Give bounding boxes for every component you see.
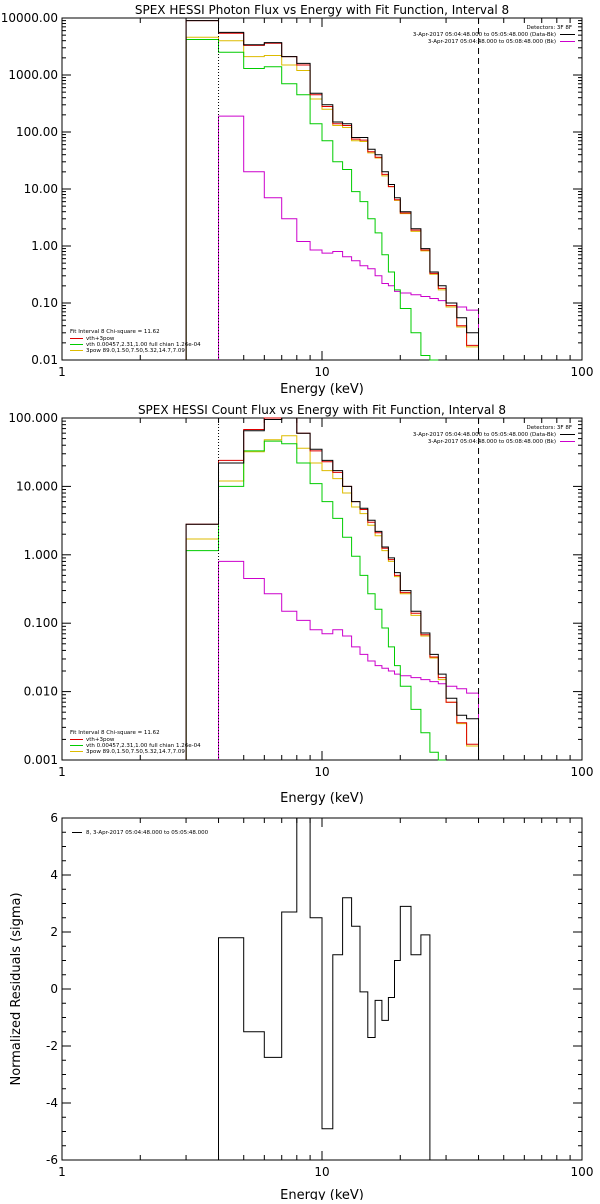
photon-plot-frame [61, 17, 583, 361]
count-legend-fit-interval: Fit Interval 8 Chi-square = 11.62 [70, 730, 160, 736]
photon-x-tick-label: 100 [571, 365, 594, 379]
residuals-y-tick-label: -4 [46, 1096, 58, 1110]
residuals-y-tick-label: -2 [46, 1039, 58, 1053]
residuals-series-group [218, 817, 431, 1160]
residuals-axis-ticks: 1 10 100 -6 -4 -2 0 2 4 6 [46, 811, 593, 1179]
photon-y-tick-label: 0.10 [31, 296, 58, 310]
photon-x-axis-title: Energy (keV) [280, 382, 364, 397]
count-series-3pow [185, 435, 479, 760]
count-legend-3pow: 3pow 89.0,1.50,7.50,5.32,14.7,7.09 [86, 749, 185, 755]
residuals-y-tick-label: 4 [50, 868, 58, 882]
count-series-data-bk [185, 417, 479, 760]
count-x-tick-label: 10 [314, 765, 329, 779]
photon-series-vth [185, 39, 439, 361]
count-axis-ticks: 1 10 100 0.001 0.010 0.100 1.000 10.000 100.000 [8, 411, 593, 779]
photon-legend-vth: vth 0.00457,2.31,1.00 full chian 1.26e-0… [86, 342, 201, 348]
photon-x-tick-label: 1 [58, 365, 66, 379]
photon-flux-panel: SPEX HESSI Photon Flux vs Energy with Fi… [1, 3, 594, 397]
count-series-vth [185, 440, 447, 761]
count-y-tick-label: 100.000 [8, 411, 58, 425]
residuals-y-tick-label: 0 [50, 982, 58, 996]
count-x-tick-label: 100 [571, 765, 594, 779]
count-legend-vth: vth 0.00457,2.31,1.00 full chian 1.26e-0… [86, 743, 201, 749]
residuals-x-tick-label: 10 [314, 1165, 329, 1179]
count-y-tick-label: 1.000 [24, 548, 58, 562]
photon-y-tick-label: 100.00 [16, 125, 58, 139]
count-y-tick-label: 0.100 [24, 616, 58, 630]
photon-series-data-bk [185, 20, 479, 360]
photon-y-tick-label: 1000.00 [8, 68, 58, 82]
residuals-legend-label: 8, 3-Apr-2017 05:04:48.000 to 05:05:48.0… [86, 830, 209, 836]
photon-legend-detectors: Detectors: 3F 8F [526, 25, 572, 31]
residuals-y-tick-label: 2 [50, 925, 58, 939]
photon-legend-bk: 3-Apr-2017 05:04:48.000 to 05:08:48.000 … [428, 39, 556, 45]
count-legend-data-bk: 3-Apr-2017 05:04:48.000 to 05:05:48.000 … [413, 432, 556, 438]
photon-legend-data-bk: 3-Apr-2017 05:04:48.000 to 05:05:48.000 … [413, 32, 556, 38]
photon-y-tick-label: 10000.00 [1, 11, 58, 25]
count-y-tick-label: 0.010 [24, 685, 58, 699]
count-y-tick-label: 10.000 [16, 479, 58, 493]
count-flux-panel: SPEX HESSI Count Flux vs Energy with Fit… [8, 403, 593, 806]
photon-axis-ticks: 1 10 100 0.01 0.10 1.00 10.00 100.00 1000.00 1000… [1, 11, 594, 379]
count-series-bk [218, 560, 479, 760]
count-x-axis-title: Energy (keV) [280, 791, 364, 806]
photon-y-tick-label: 0.01 [31, 353, 58, 367]
photon-series-3pow [185, 36, 479, 360]
count-chart-title: SPEX HESSI Count Flux vs Energy with Fit… [138, 403, 506, 417]
photon-x-tick-label: 10 [314, 365, 329, 379]
residuals-x-axis-title: Energy (keV) [280, 1188, 364, 1200]
residuals-y-tick-label: -6 [46, 1153, 58, 1167]
residuals-y-axis-title: Normalized Residuals (sigma) [9, 892, 24, 1085]
photon-series-vth-3pow [185, 20, 479, 360]
residuals-series-8-3-apr-2017-05-04-48-000-to-05-05-48-000 [218, 817, 431, 1160]
photon-legend-3pow: 3pow 89.0,1.50,7.50,5.32,14.7,7.09 [86, 348, 185, 354]
photon-legend-fit-interval: Fit Interval 8 Chi-square = 11.62 [70, 329, 160, 335]
count-x-tick-label: 1 [58, 765, 66, 779]
count-legend-vth3pow: vth+3pow [86, 737, 115, 743]
photon-y-tick-label: 10.00 [24, 182, 58, 196]
residuals-y-tick-label: 6 [50, 811, 58, 825]
count-y-tick-label: 0.001 [24, 753, 58, 767]
residuals-x-tick-label: 100 [571, 1165, 594, 1179]
count-legend-detectors: Detectors: 3F 8F [526, 425, 572, 431]
count-series-group [185, 417, 480, 761]
photon-y-tick-label: 1.00 [31, 239, 58, 253]
residuals-panel: 1 10 100 -6 -4 -2 0 2 4 6 8, 3-Apr-2017 05:04:48.… [9, 811, 593, 1203]
photon-legend-vth3pow: vth+3pow [86, 336, 115, 342]
photon-series-group [185, 18, 480, 361]
photon-chart-title: SPEX HESSI Photon Flux vs Energy with Fi… [135, 3, 509, 17]
residuals-x-tick-label: 1 [58, 1165, 66, 1179]
count-legend-bk: 3-Apr-2017 05:04:48.000 to 05:08:48.000 … [428, 439, 556, 445]
photon-series-bk [218, 115, 479, 360]
